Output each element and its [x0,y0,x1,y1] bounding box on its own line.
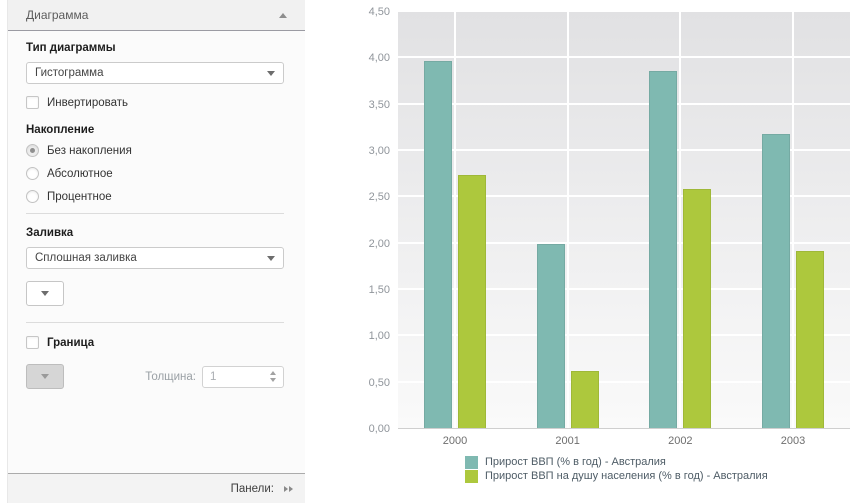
legend-item: Прирост ВВП (% в год) - Австралия [465,455,768,469]
chart-settings-panel: Диаграмма Тип диаграммы Гистограмма Инве… [7,0,305,503]
stepper-arrows[interactable] [270,371,276,382]
thickness-label: Толщина: [145,370,196,383]
radio-icon[interactable] [26,190,39,203]
y-tick-label: 4,50 [368,6,390,18]
v-gridline [679,12,682,428]
chart-type-label: Тип диаграммы [26,42,116,54]
bar-2000-series1 [458,175,486,428]
radio-icon[interactable] [26,144,39,157]
section-divider [26,213,284,214]
radio-absolute-stacking-label: Абсолютное [47,167,113,180]
chevron-down-icon [267,70,275,76]
h-gridline [398,149,850,151]
panels-label: Панели: [230,482,274,495]
chevron-right-icon [289,485,293,492]
h-gridline [398,241,850,244]
border-checkbox-row[interactable]: Граница [26,336,284,349]
panel-body: Тип диаграммы Гистограмма Инвертировать … [8,31,305,389]
border-label: Граница [47,336,95,349]
legend-swatch-icon [465,469,478,483]
y-tick-label: 2,00 [368,237,390,250]
border-color-button[interactable] [26,364,64,389]
chart-legend: Прирост ВВП (% в год) - Австралия Прирост… [465,455,768,483]
radio-percent-stacking[interactable]: Процентное [26,190,284,203]
fill-label: Заливка [26,227,74,239]
radio-icon[interactable] [26,167,39,180]
x-tick-label: 2000 [442,435,468,447]
y-tick-label: 4,00 [368,52,390,65]
invert-label: Инвертировать [47,96,128,109]
v-gridline [566,12,569,428]
y-tick-label: 3,00 [368,145,390,157]
invert-checkbox-row[interactable]: Инвертировать [26,96,284,109]
radio-no-stacking[interactable]: Без накопления [26,144,284,157]
chart-type-select[interactable]: Гистограмма [26,62,284,84]
plot-area [398,10,850,429]
legend-label: Прирост ВВП (% в год) - Австралия [485,456,666,468]
thickness-stepper[interactable]: 1 [202,365,284,388]
radio-percent-stacking-label: Процентное [47,190,112,203]
section-divider [26,322,284,323]
y-tick-label: 1,50 [368,284,390,296]
x-tick-label: 2002 [668,435,693,447]
legend-label: Прирост ВВП на душу населения (% в год) … [485,470,768,482]
legend-item: Прирост ВВП на душу населения (% в год) … [465,469,768,483]
chevron-down-icon [267,255,275,261]
panel-title: Диаграмма [26,8,89,22]
fill-color-button[interactable] [26,281,64,306]
v-gridline [792,12,794,428]
y-tick-label: 1,00 [368,330,390,343]
bar-2002-series1 [683,188,712,428]
bar-2003-series1 [796,251,824,428]
bar-2000-series0 [424,61,452,428]
fill-type-select[interactable]: Сплошная заливка [26,247,284,269]
radio-absolute-stacking[interactable]: Абсолютное [26,167,284,180]
stepper-down-icon[interactable] [270,378,276,382]
v-gridline [454,12,456,428]
bar-2003-series0 [762,134,790,428]
y-tick-label: 2,50 [368,191,390,204]
radio-no-stacking-label: Без накопления [47,144,132,157]
thickness-value: 1 [210,370,217,383]
bar-2002-series0 [649,71,678,428]
h-gridline [398,102,850,105]
chevron-down-icon [41,374,49,379]
chart-type-value: Гистограмма [35,67,104,79]
h-gridline [398,10,850,12]
border-checkbox[interactable] [26,336,39,349]
expand-panels-button[interactable] [284,485,293,492]
chevron-right-icon [284,485,288,492]
bar-2001-series0 [536,243,565,428]
collapse-panel-button[interactable] [275,7,291,23]
stepper-up-icon[interactable] [270,371,276,375]
h-gridline [398,380,850,383]
h-gridline [398,288,850,290]
panel-header: Диаграмма [8,0,305,31]
invert-checkbox[interactable] [26,96,39,109]
y-tick-label: 3,50 [368,98,390,111]
legend-swatch-icon [465,455,478,469]
fill-type-value: Сплошная заливка [35,252,137,264]
y-tick-label: 0,00 [368,423,390,435]
h-gridline [398,56,850,59]
stacking-label: Накопление [26,124,95,136]
border-options-row: Толщина: 1 [26,364,284,389]
panel-footer: Панели: [8,473,305,503]
y-tick-label: 0,50 [368,376,390,389]
h-gridline [398,334,850,337]
chevron-down-icon [41,291,49,296]
h-gridline [398,195,850,198]
x-tick-label: 2001 [555,435,580,447]
chevron-up-icon [279,12,287,18]
x-tick-label: 2003 [780,435,806,447]
bar-2001-series1 [570,370,599,428]
